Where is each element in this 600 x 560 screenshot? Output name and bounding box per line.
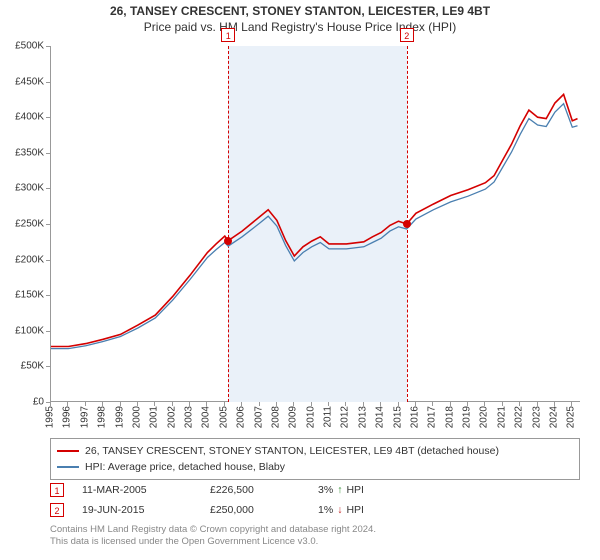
y-tick-label: £50K bbox=[0, 361, 44, 372]
sale-date: 19-JUN-2015 bbox=[82, 504, 192, 516]
y-tick-label: £150K bbox=[0, 290, 44, 301]
sale-index-box: 1 bbox=[50, 483, 64, 497]
x-tick-label: 2006 bbox=[236, 406, 247, 428]
y-tick-label: £100K bbox=[0, 325, 44, 336]
x-tick-label: 2015 bbox=[392, 406, 403, 428]
x-tick-label: 2021 bbox=[496, 406, 507, 428]
x-tick-label: 2010 bbox=[305, 406, 316, 428]
y-tick-label: £250K bbox=[0, 219, 44, 230]
sale-delta-suffix: HPI bbox=[346, 484, 364, 496]
x-tick-label: 2019 bbox=[462, 406, 473, 428]
legend-swatch bbox=[57, 450, 79, 452]
footer-line: Contains HM Land Registry data © Crown c… bbox=[50, 524, 580, 536]
line-series-svg bbox=[51, 46, 581, 402]
y-tick-label: £200K bbox=[0, 254, 44, 265]
x-tick-label: 2024 bbox=[548, 406, 559, 428]
sale-delta-pct: 3% bbox=[318, 484, 333, 496]
series-red bbox=[51, 94, 578, 346]
series-blue bbox=[51, 104, 578, 349]
x-tick-label: 1998 bbox=[97, 406, 108, 428]
legend-label: HPI: Average price, detached house, Blab… bbox=[85, 461, 285, 473]
sale-delta-pct: 1% bbox=[318, 504, 333, 516]
footer-line: This data is licensed under the Open Gov… bbox=[50, 536, 580, 548]
legend-item: 26, TANSEY CRESCENT, STONEY STANTON, LEI… bbox=[57, 443, 573, 459]
x-tick-label: 2020 bbox=[479, 406, 490, 428]
y-tick-label: £450K bbox=[0, 76, 44, 87]
sale-index-box: 2 bbox=[50, 503, 64, 517]
x-tick-label: 2022 bbox=[514, 406, 525, 428]
sale-marker-dot bbox=[403, 220, 411, 228]
plot-region: 12 bbox=[50, 46, 580, 402]
x-tick-label: 2002 bbox=[166, 406, 177, 428]
x-tick-label: 2005 bbox=[218, 406, 229, 428]
y-tick-label: £500K bbox=[0, 41, 44, 52]
legend-label: 26, TANSEY CRESCENT, STONEY STANTON, LEI… bbox=[85, 445, 499, 457]
x-tick-label: 2023 bbox=[531, 406, 542, 428]
x-tick-label: 2001 bbox=[149, 406, 160, 428]
chart-container: 26, TANSEY CRESCENT, STONEY STANTON, LEI… bbox=[0, 0, 600, 560]
x-tick-label: 2009 bbox=[288, 406, 299, 428]
sale-price: £250,000 bbox=[210, 504, 300, 516]
x-tick-label: 2016 bbox=[409, 406, 420, 428]
titles: 26, TANSEY CRESCENT, STONEY STANTON, LEI… bbox=[0, 0, 600, 34]
y-tick-label: £400K bbox=[0, 112, 44, 123]
x-tick-label: 2025 bbox=[566, 406, 577, 428]
legend-item: HPI: Average price, detached house, Blab… bbox=[57, 459, 573, 475]
sale-delta: 1% ↓ HPI bbox=[318, 504, 364, 516]
sale-row: 1 11-MAR-2005 £226,500 3% ↑ HPI bbox=[50, 480, 580, 500]
sale-delta: 3% ↑ HPI bbox=[318, 484, 364, 496]
sale-delta-suffix: HPI bbox=[346, 504, 364, 516]
x-tick-label: 1995 bbox=[45, 406, 56, 428]
arrow-down-icon: ↓ bbox=[337, 504, 342, 516]
sale-marker-box: 2 bbox=[400, 28, 414, 42]
x-tick-label: 2012 bbox=[340, 406, 351, 428]
sale-marker-dot bbox=[224, 237, 232, 245]
x-tick-label: 2008 bbox=[270, 406, 281, 428]
sale-marker-box: 1 bbox=[221, 28, 235, 42]
y-tick-label: £0 bbox=[0, 397, 44, 408]
y-tick-label: £350K bbox=[0, 147, 44, 158]
legend-swatch bbox=[57, 466, 79, 468]
x-tick-label: 2013 bbox=[357, 406, 368, 428]
x-tick-label: 2007 bbox=[253, 406, 264, 428]
sale-price: £226,500 bbox=[210, 484, 300, 496]
x-tick-label: 2014 bbox=[375, 406, 386, 428]
sale-row: 2 19-JUN-2015 £250,000 1% ↓ HPI bbox=[50, 500, 580, 520]
x-tick-label: 1997 bbox=[79, 406, 90, 428]
chart-area: 12 £0£50K£100K£150K£200K£250K£300K£350K£… bbox=[50, 46, 580, 402]
x-tick-label: 1999 bbox=[114, 406, 125, 428]
arrow-up-icon: ↑ bbox=[337, 484, 342, 496]
footer: Contains HM Land Registry data © Crown c… bbox=[50, 524, 580, 548]
y-tick-label: £300K bbox=[0, 183, 44, 194]
x-tick-label: 2017 bbox=[427, 406, 438, 428]
x-tick-label: 2011 bbox=[323, 406, 334, 428]
x-tick-label: 2003 bbox=[184, 406, 195, 428]
sales-table: 1 11-MAR-2005 £226,500 3% ↑ HPI 2 19-JUN… bbox=[50, 480, 580, 520]
x-tick-label: 2004 bbox=[201, 406, 212, 428]
x-tick-label: 2000 bbox=[131, 406, 142, 428]
legend: 26, TANSEY CRESCENT, STONEY STANTON, LEI… bbox=[50, 438, 580, 480]
sale-date: 11-MAR-2005 bbox=[82, 484, 192, 496]
x-tick-label: 1996 bbox=[62, 406, 73, 428]
chart-title: 26, TANSEY CRESCENT, STONEY STANTON, LEI… bbox=[0, 4, 600, 18]
chart-subtitle: Price paid vs. HM Land Registry's House … bbox=[0, 20, 600, 34]
x-tick-label: 2018 bbox=[444, 406, 455, 428]
